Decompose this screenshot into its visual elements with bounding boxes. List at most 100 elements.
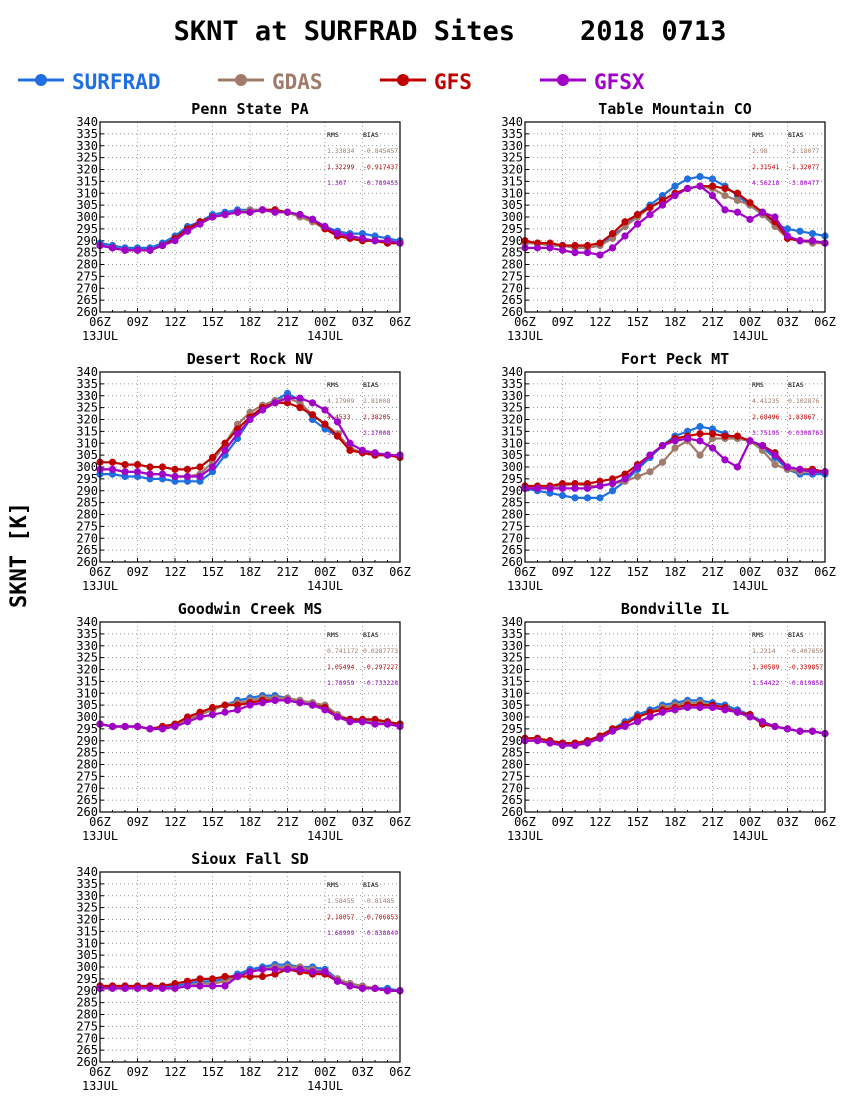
y-tick-label: 330 [501,139,523,153]
data-point [321,420,329,428]
data-point [621,722,629,731]
data-point [171,722,179,731]
y-tick-label: 340 [76,365,98,379]
stat-rms-gfsx: 3.75195 [752,429,779,437]
x-tick-label: 18Z [239,1065,261,1079]
data-point [333,230,342,238]
y-tick-label: 260 [76,555,98,569]
y-tick-label: 285 [501,746,523,760]
data-point [696,423,704,431]
y-tick-label: 305 [501,448,523,462]
data-point [246,701,254,709]
y-tick-label: 275 [501,269,523,283]
data-point [221,972,229,981]
data-point [783,232,792,240]
y-tick-label: 340 [501,615,523,629]
data-point [383,987,392,995]
date-label: 13JUL [507,329,543,343]
data-point [233,430,242,438]
data-point [533,484,542,492]
panel-title: Penn State PA [191,100,308,118]
y-tick-label: 330 [76,139,98,153]
y-tick-label: 335 [76,377,98,391]
y-tick-label: 275 [76,769,98,783]
y-tick-label: 260 [501,555,523,569]
stat-bias-gfs: -0.917437 [363,163,398,171]
x-tick-label: 21Z [277,815,299,829]
data-point [646,203,654,212]
data-point [196,713,204,721]
data-point [796,237,804,245]
y-tick-label: 300 [76,460,98,474]
data-point [733,432,742,440]
panel-desert-rock-nv: Desert Rock NV26026527027528028529029530… [76,350,411,593]
data-point [183,465,192,473]
x-tick-label: 00Z [739,315,761,329]
data-point [633,220,642,228]
data-point [546,244,554,252]
x-tick-label: 00Z [739,565,761,579]
data-point [333,713,342,721]
data-point [246,968,254,976]
y-tick-label: 315 [501,674,523,688]
data-point [733,708,742,716]
stat-bias-gfs: -1.32077 [788,163,819,171]
stats-header-rms: RMS [752,131,764,139]
data-point [158,470,167,478]
x-tick-label: 00Z [314,315,336,329]
data-point [658,708,667,716]
data-point [796,465,804,473]
stat-rms-gfs: 1.32299 [327,163,354,171]
data-point [596,482,604,490]
y-tick-label: 335 [76,127,98,141]
data-point [346,232,354,240]
data-point [808,237,817,245]
y-tick-label: 295 [76,222,98,236]
x-tick-label: 21Z [702,815,724,829]
x-tick-label: 12Z [164,815,186,829]
stat-bias-gfsx: -0.819858 [788,679,823,687]
data-point [158,725,167,733]
x-tick-label: 18Z [664,565,686,579]
x-tick-label: 00Z [314,565,336,579]
y-tick-label: 285 [501,246,523,260]
x-tick-label: 06Z [514,315,536,329]
x-tick-label: 06Z [814,815,836,829]
data-point [146,470,154,478]
x-tick-label: 09Z [552,815,574,829]
data-point [746,713,754,721]
stat-bias-gdas: 2.81008 [363,397,390,405]
stats-header-bias: BIAS [363,131,379,139]
date-label: 13JUL [82,579,118,593]
y-tick-label: 270 [501,781,523,795]
data-point [358,984,367,992]
stats-header-bias: BIAS [788,631,804,639]
data-point [608,480,617,488]
y-tick-label: 340 [501,365,523,379]
x-tick-label: 00Z [314,815,336,829]
y-tick-label: 280 [76,508,98,522]
data-point [721,184,729,193]
y-tick-label: 335 [501,627,523,641]
date-label: 14JUL [307,829,343,843]
data-point [208,975,217,983]
stat-rms-gdas: 2.98 [752,147,768,155]
stat-rms-gfs: 1.05494 [327,663,354,671]
data-point [533,737,542,745]
legend-marker [235,74,247,86]
stat-rms-gdas: 4.41235 [752,397,779,405]
x-tick-label: 18Z [239,815,261,829]
y-tick-label: 280 [501,508,523,522]
data-point [733,463,742,471]
data-point [283,965,292,973]
data-point [758,208,767,216]
y-tick-label: 330 [76,889,98,903]
x-tick-label: 21Z [277,565,299,579]
data-point [358,718,367,726]
data-point [271,208,279,216]
y-tick-label: 315 [76,924,98,938]
data-point [583,249,592,257]
panel-goodwin-creek-ms: Goodwin Creek MS 260265270275280285290295… [76,600,411,843]
x-tick-label: 06Z [89,1065,111,1079]
data-point [658,442,667,450]
